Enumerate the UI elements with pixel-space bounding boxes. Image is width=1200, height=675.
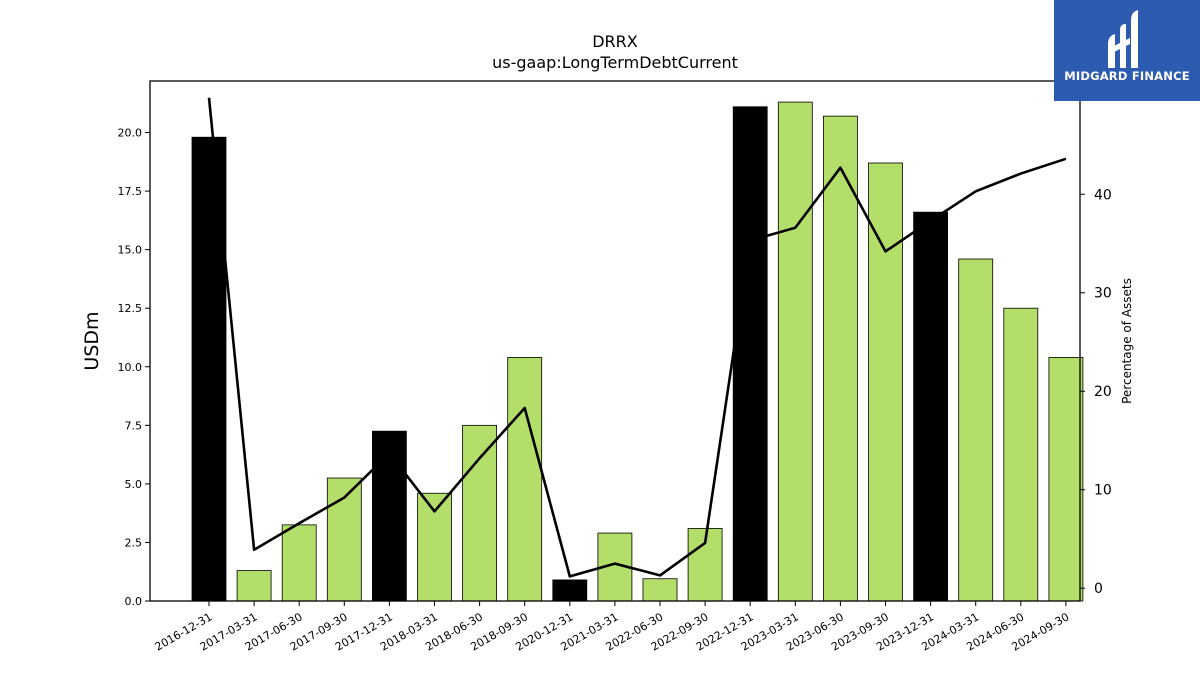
- bar: [462, 424, 498, 602]
- chart-title: DRRX: [592, 32, 638, 51]
- bar: [958, 258, 994, 602]
- y-tick-label: 2.5: [125, 536, 143, 549]
- y2-axis-label: Percentage of Assets: [1120, 278, 1134, 404]
- bar: [777, 101, 813, 602]
- y-tick-label: 10.0: [118, 361, 143, 374]
- y2-tick-label: 40: [1094, 187, 1112, 203]
- bar: [732, 106, 768, 602]
- y2-tick-label: 30: [1094, 286, 1112, 302]
- y-axis-label: USDm: [81, 311, 103, 370]
- chart-subtitle: us-gaap:LongTermDebtCurrent: [492, 53, 738, 72]
- brand-logo-icon: [1108, 10, 1138, 68]
- bar: [913, 211, 948, 602]
- brand-logo-text: MIDGARD FINANCE: [1064, 69, 1190, 83]
- bar: [1048, 356, 1084, 602]
- y-tick-label: 12.5: [118, 302, 143, 315]
- y-tick-label: 0.0: [125, 595, 143, 608]
- y-tick-label: 7.5: [125, 419, 143, 432]
- bar: [1003, 307, 1039, 602]
- bar: [642, 578, 678, 602]
- y2-tick-label: 10: [1094, 483, 1112, 499]
- y2-tick-label: 0: [1094, 581, 1103, 597]
- bar: [507, 356, 543, 602]
- y-tick-label: 20.0: [118, 127, 143, 140]
- brand-logo: MIDGARD FINANCE: [1054, 0, 1200, 101]
- bar: [281, 524, 317, 602]
- bar: [823, 115, 858, 602]
- y-tick-label: 17.5: [118, 185, 143, 198]
- bar: [552, 579, 588, 602]
- bar: [236, 570, 272, 602]
- y-tick-label: 15.0: [118, 244, 143, 257]
- bar: [371, 430, 407, 602]
- y2-tick-label: 20: [1094, 384, 1112, 400]
- percentage-line: [207, 97, 1067, 578]
- y-tick-label: 5.0: [125, 478, 143, 491]
